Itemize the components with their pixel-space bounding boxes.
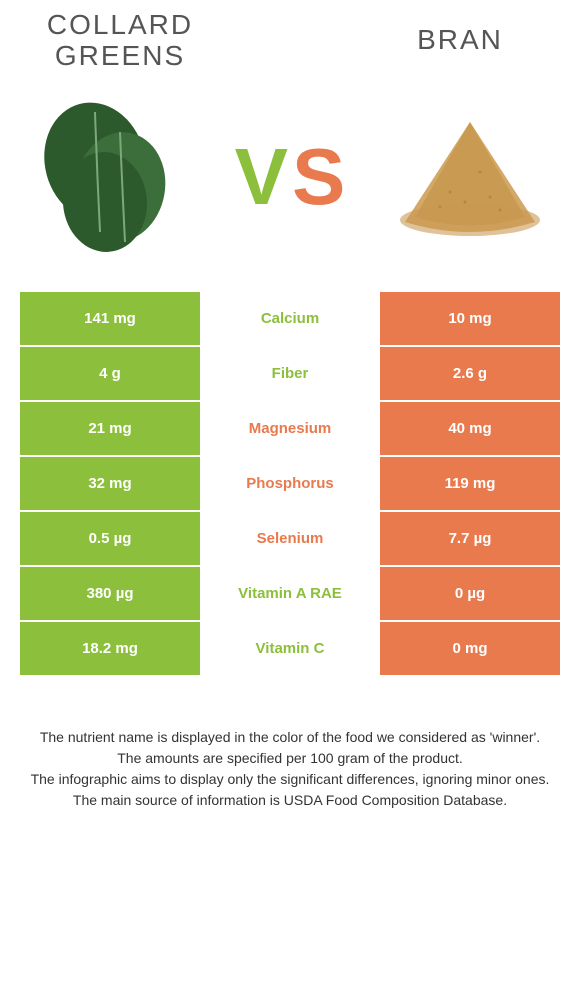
right-food-title: BRAN xyxy=(360,25,560,56)
nutrient-name: Phosphorus xyxy=(200,457,380,510)
nutrient-name: Fiber xyxy=(200,347,380,400)
header: COLLARD GREENS BRAN xyxy=(0,0,580,72)
left-value: 18.2 mg xyxy=(20,622,200,675)
images-row: V S xyxy=(0,72,580,292)
nutrient-name: Vitamin A RAE xyxy=(200,567,380,620)
right-value: 0 µg xyxy=(380,567,560,620)
nutrient-name: Magnesium xyxy=(200,402,380,455)
left-value: 32 mg xyxy=(20,457,200,510)
right-value: 10 mg xyxy=(380,292,560,345)
footnote-line: The main source of information is USDA F… xyxy=(20,790,560,811)
table-row: 18.2 mgVitamin C0 mg xyxy=(20,622,560,677)
footnotes: The nutrient name is displayed in the co… xyxy=(0,677,580,831)
left-value: 4 g xyxy=(20,347,200,400)
right-value: 7.7 µg xyxy=(380,512,560,565)
right-value: 2.6 g xyxy=(380,347,560,400)
nutrient-name: Vitamin C xyxy=(200,622,380,675)
nutrient-name: Calcium xyxy=(200,292,380,345)
right-value: 119 mg xyxy=(380,457,560,510)
table-row: 32 mgPhosphorus119 mg xyxy=(20,457,560,512)
vs-s: S xyxy=(292,137,345,217)
left-value: 380 µg xyxy=(20,567,200,620)
table-row: 4 gFiber2.6 g xyxy=(20,347,560,402)
left-food-title: COLLARD GREENS xyxy=(20,10,220,72)
left-value: 141 mg xyxy=(20,292,200,345)
vs-v: V xyxy=(235,137,288,217)
left-value: 21 mg xyxy=(20,402,200,455)
table-row: 141 mgCalcium10 mg xyxy=(20,292,560,347)
vs-label: V S xyxy=(235,137,346,217)
right-food-image xyxy=(380,87,560,267)
left-food-image xyxy=(20,87,200,267)
table-row: 21 mgMagnesium40 mg xyxy=(20,402,560,457)
nutrient-table: 141 mgCalcium10 mg4 gFiber2.6 g21 mgMagn… xyxy=(20,292,560,677)
right-value: 40 mg xyxy=(380,402,560,455)
right-value: 0 mg xyxy=(380,622,560,675)
left-value: 0.5 µg xyxy=(20,512,200,565)
table-row: 380 µgVitamin A RAE0 µg xyxy=(20,567,560,622)
nutrient-name: Selenium xyxy=(200,512,380,565)
footnote-line: The nutrient name is displayed in the co… xyxy=(20,727,560,748)
footnote-line: The infographic aims to display only the… xyxy=(20,769,560,790)
footnote-line: The amounts are specified per 100 gram o… xyxy=(20,748,560,769)
table-row: 0.5 µgSelenium7.7 µg xyxy=(20,512,560,567)
